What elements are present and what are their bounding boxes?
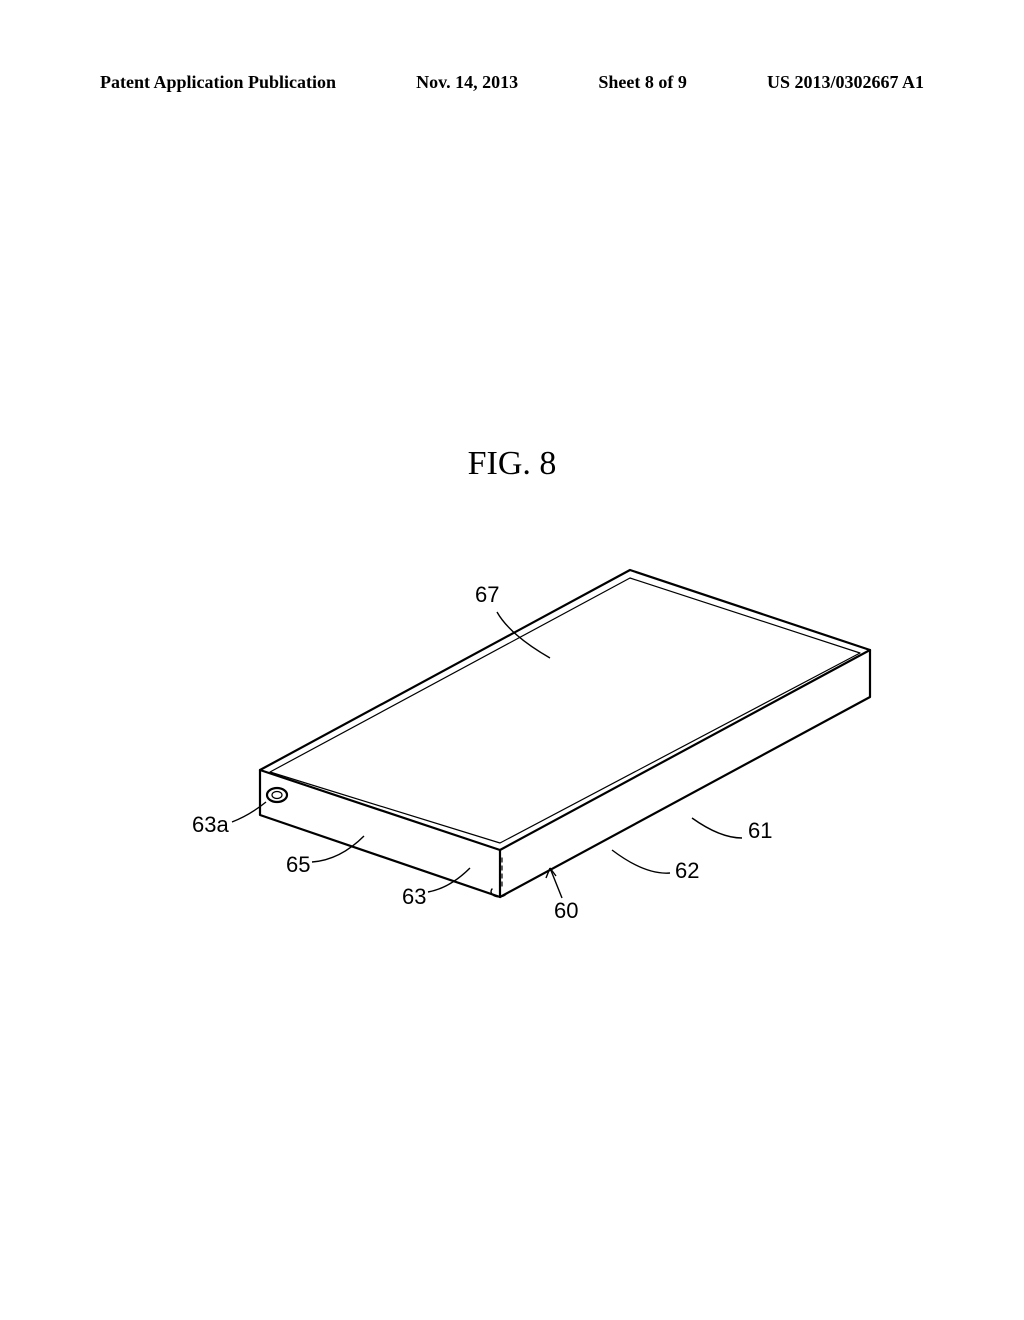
sheet-number: Sheet 8 of 9 (598, 72, 687, 93)
ref-label-60: 60 (554, 898, 578, 924)
patent-page: Patent Application Publication Nov. 14, … (0, 0, 1024, 1320)
ref-label-63a: 63a (192, 812, 229, 838)
figure-container: 67 61 62 60 63 65 63a (130, 540, 900, 960)
ref-label-63: 63 (402, 884, 426, 910)
ref-label-62: 62 (675, 858, 699, 884)
pub-number: US 2013/0302667 A1 (767, 72, 924, 93)
case-body (260, 570, 870, 897)
pub-date: Nov. 14, 2013 (416, 72, 518, 93)
ref-label-65: 65 (286, 852, 310, 878)
pub-type: Patent Application Publication (100, 72, 336, 93)
ref-label-61: 61 (748, 818, 772, 844)
figure-svg (130, 540, 900, 960)
figure-title: FIG. 8 (0, 445, 1024, 483)
ref-label-67: 67 (475, 582, 499, 608)
page-header: Patent Application Publication Nov. 14, … (0, 72, 1024, 93)
